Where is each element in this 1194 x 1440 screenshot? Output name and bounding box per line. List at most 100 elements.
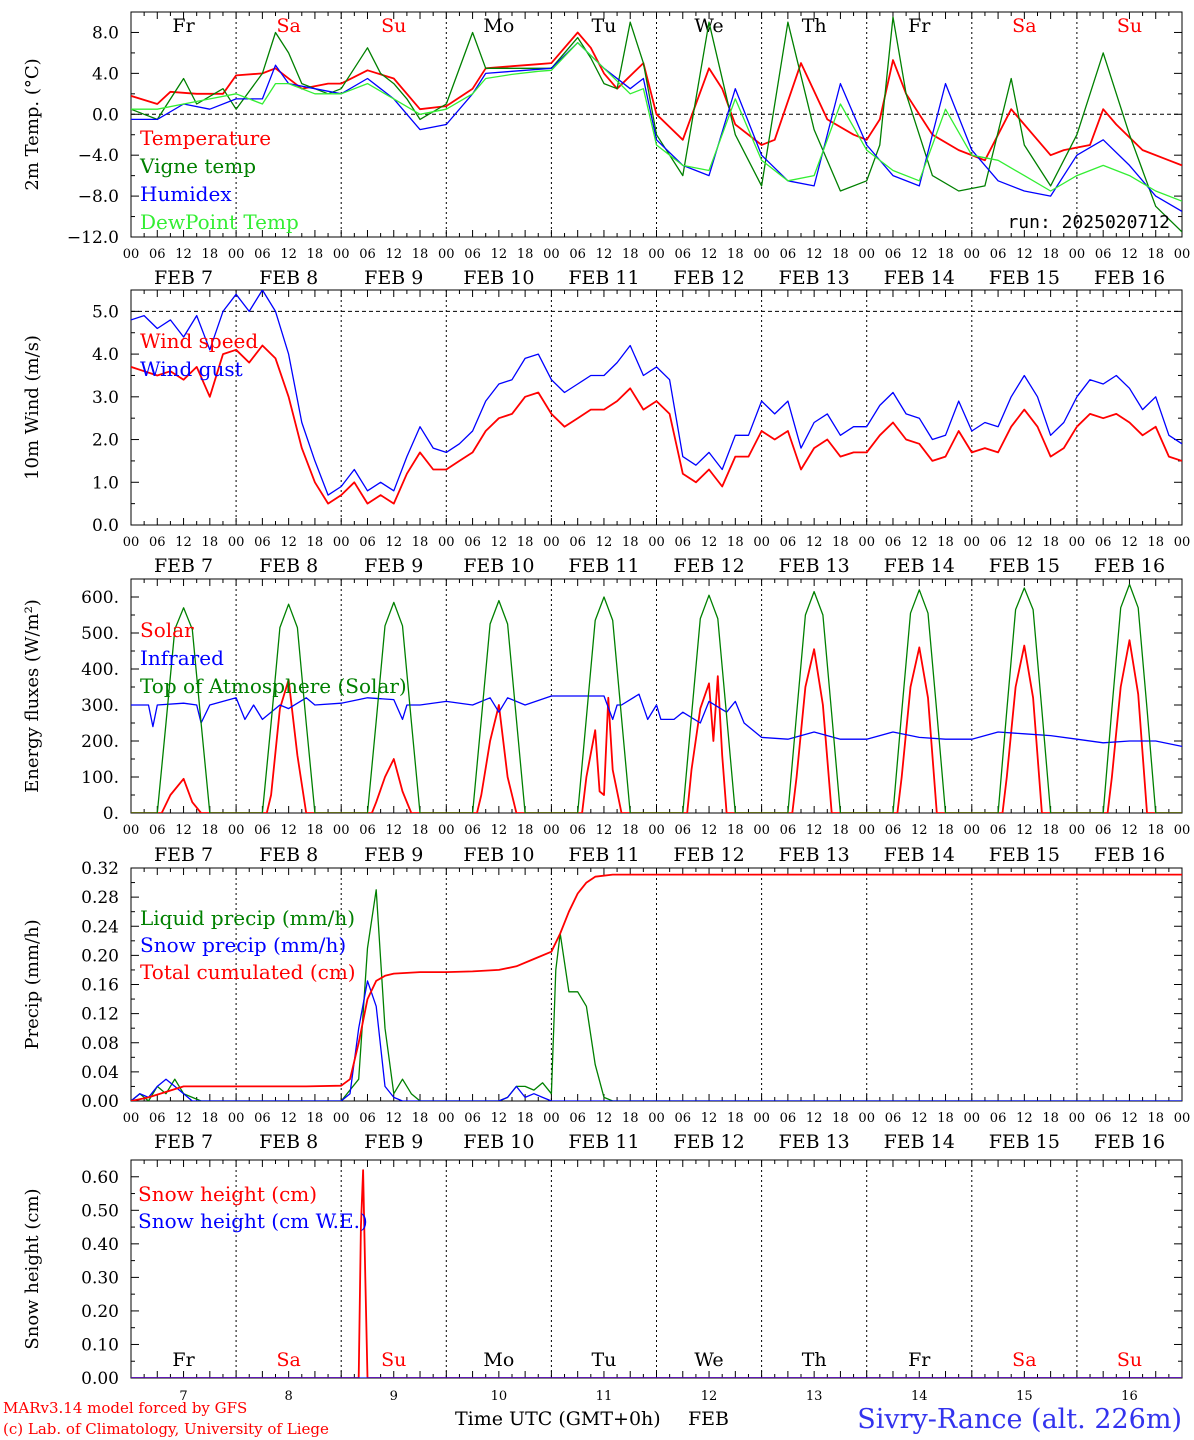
hour-tick-label: 06: [149, 1111, 166, 1126]
hour-tick-label: 18: [727, 823, 744, 838]
date-label: FEB 10: [463, 267, 534, 289]
hour-tick-label: 18: [517, 247, 534, 262]
day-number-label: 12: [701, 1389, 718, 1404]
hour-tick-label: 06: [885, 535, 902, 550]
weekday-label: Th: [802, 1349, 827, 1371]
station-label: Sivry-Rance (alt. 226m): [857, 1404, 1182, 1435]
hour-tick-label: 12: [1121, 1111, 1138, 1126]
legend-entry: Liquid precip (mm/h): [140, 906, 355, 930]
hour-tick-label: 00: [333, 823, 350, 838]
weekday-label: We: [694, 1349, 723, 1371]
hour-tick-label: 06: [149, 247, 166, 262]
hour-tick-label: 00: [228, 823, 245, 838]
series-dewpoint-temp: [131, 42, 1182, 202]
date-label: FEB 16: [1094, 555, 1165, 577]
day-number-label: 7: [179, 1389, 187, 1404]
hour-tick-label: 06: [359, 247, 376, 262]
hour-tick-label: 06: [254, 823, 271, 838]
hour-tick-label: 00: [543, 823, 560, 838]
hour-tick-label: 00: [964, 1111, 981, 1126]
hour-tick-label: 00: [438, 823, 455, 838]
hour-tick-label: 00: [1069, 1111, 1086, 1126]
weekday-label: Mo: [483, 15, 514, 37]
chart-panels: 8.0 4.0 0.0 −4.0 −8.0 −12.0 2m Temp. (°C) 00 06 1…: [22, 11, 1191, 1404]
hour-tick-label: 06: [149, 535, 166, 550]
hour-tick-label: 12: [175, 247, 192, 262]
date-label: FEB 9: [364, 844, 423, 866]
y-tick-label: 0.: [103, 804, 119, 824]
date-label: FEB 11: [568, 1131, 639, 1153]
hour-tick-label: 12: [911, 1111, 928, 1126]
weekday-label: Su: [381, 15, 406, 37]
hour-tick-label: 00: [438, 1111, 455, 1126]
y-tick-label: 4.0: [92, 64, 119, 84]
hour-tick-label: 12: [911, 823, 928, 838]
hour-tick-label: 00: [228, 535, 245, 550]
hour-tick-label: 06: [675, 823, 692, 838]
y-tick-label: 0.20: [81, 1302, 119, 1322]
hour-tick-label: 00: [648, 535, 665, 550]
hour-tick-label: 12: [1016, 823, 1033, 838]
hour-tick-label: 12: [491, 535, 508, 550]
y-tick-label: 2.0: [92, 431, 119, 451]
hour-tick-label: 12: [280, 823, 297, 838]
y-tick-label: 300.: [81, 696, 119, 716]
hour-tick-label: 18: [832, 247, 849, 262]
date-label: FEB 7: [154, 555, 213, 577]
date-label: FEB 16: [1094, 1131, 1165, 1153]
date-label: FEB 12: [673, 555, 744, 577]
y-tick-label: 0.24: [81, 917, 119, 937]
hour-tick-label: 00: [648, 1111, 665, 1126]
hour-tick-label: 18: [517, 823, 534, 838]
y-tick-label: 0.32: [81, 859, 119, 879]
day-number-label: 16: [1121, 1389, 1138, 1404]
y-tick-label: 0.20: [81, 946, 119, 966]
hour-tick-label: 06: [1095, 823, 1112, 838]
y-tick-label: 4.0: [92, 345, 119, 365]
date-label: FEB 15: [989, 844, 1060, 866]
hour-tick-label: 00: [543, 535, 560, 550]
date-label: FEB 15: [989, 1131, 1060, 1153]
series-snow-height-cm: [131, 1169, 1182, 1378]
date-label: FEB 7: [154, 844, 213, 866]
hour-tick-label: 00: [228, 1111, 245, 1126]
hour-tick-label: 00: [333, 535, 350, 550]
hour-tick-label: 06: [990, 1111, 1007, 1126]
y-tick-label: 0.08: [81, 1034, 119, 1054]
hour-tick-label: 00: [648, 823, 665, 838]
temperature-panel: 8.0 4.0 0.0 −4.0 −8.0 −12.0 2m Temp. (°C) 00 06 1…: [22, 11, 1190, 289]
y-tick-label: 600.: [81, 588, 119, 608]
y-tick-label: 1.0: [92, 473, 119, 493]
y-axis-label: Energy fluxes (W/m²): [22, 599, 43, 793]
day-number-label: 10: [491, 1389, 508, 1404]
hour-tick-label: 18: [1042, 535, 1059, 550]
hour-tick-label: 12: [1121, 823, 1138, 838]
hour-tick-label: 00: [333, 247, 350, 262]
series-temperature: [131, 31, 1182, 167]
date-label: FEB 16: [1094, 267, 1165, 289]
hour-tick-label: 00: [753, 1111, 770, 1126]
y-tick-label: −12.0: [67, 228, 119, 248]
date-label: FEB 14: [884, 844, 955, 866]
hour-tick-label: 00: [333, 1111, 350, 1126]
hour-tick-label: 18: [832, 1111, 849, 1126]
series-infrared: [131, 693, 1182, 748]
y-tick-label: 5.0: [92, 302, 119, 322]
hour-tick-label: 18: [412, 247, 429, 262]
hour-tick-label: 00: [1174, 535, 1191, 550]
hour-tick-label: 00: [228, 247, 245, 262]
legend-entry: Humidex: [140, 182, 232, 206]
hour-tick-label: 18: [307, 247, 324, 262]
legend-entry: Top of Atmosphere (Solar): [140, 674, 407, 698]
hour-tick-label: 06: [359, 823, 376, 838]
hour-tick-label: 18: [937, 823, 954, 838]
hour-tick-label: 06: [780, 1111, 797, 1126]
date-label: FEB 9: [364, 1131, 423, 1153]
series-solar: [131, 639, 1182, 813]
y-tick-label: 0.00: [81, 1369, 119, 1389]
date-label: FEB 14: [884, 267, 955, 289]
date-label: FEB 14: [884, 1131, 955, 1153]
time-axis-label: Time UTC (GMT+0h): [455, 1408, 661, 1430]
series-vigne-temp: [131, 16, 1182, 233]
hour-tick-label: 12: [491, 823, 508, 838]
